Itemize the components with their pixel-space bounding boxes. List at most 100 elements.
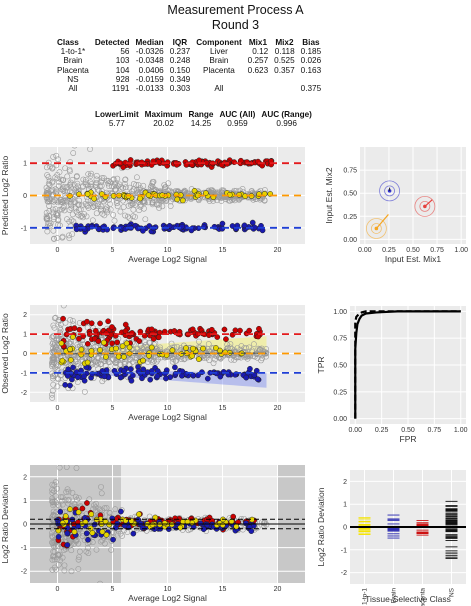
y-tick-label: 0.75 xyxy=(343,168,357,175)
summary-cell: 0.0406 xyxy=(138,65,164,75)
x-tick-label: 1.00 xyxy=(454,427,468,434)
ns-point xyxy=(68,568,75,575)
summary-row: Placenta 104 0.0406 0.150 Placenta 0.623 0.357… xyxy=(54,66,324,75)
class-point xyxy=(59,520,66,526)
class-point xyxy=(55,533,62,540)
class-point xyxy=(197,520,204,527)
ns-point xyxy=(118,183,125,190)
panel-observed: 0 5 10 15 20 -2 -1 0 1 2 Average Log2 Signal Observ… xyxy=(0,305,305,422)
mix-ring xyxy=(365,218,387,239)
ns-point xyxy=(95,186,101,193)
x-tick-label: 5 xyxy=(111,586,115,593)
y-tick-label: 0.75 xyxy=(333,336,347,343)
ns-point xyxy=(53,152,60,159)
ns-point xyxy=(98,179,104,186)
ns-point xyxy=(122,184,129,191)
class-point xyxy=(130,530,137,537)
ns-point xyxy=(67,159,74,165)
class-point xyxy=(106,521,113,528)
class-point xyxy=(148,344,155,351)
class-point xyxy=(118,508,124,515)
ns-point xyxy=(73,465,80,471)
ns-point xyxy=(96,183,103,190)
class-point xyxy=(100,339,107,346)
class-point xyxy=(219,220,226,227)
ns-point xyxy=(217,191,224,198)
ns-point xyxy=(64,216,70,223)
class-point xyxy=(113,345,119,352)
class-point xyxy=(67,506,73,512)
ns-point xyxy=(43,213,50,220)
class-point xyxy=(241,222,248,229)
class-point xyxy=(137,195,143,202)
class-point xyxy=(69,376,75,383)
x-tick-label: 0 xyxy=(56,247,60,254)
ns-point xyxy=(69,231,76,238)
ns-point xyxy=(66,235,73,242)
ns-point xyxy=(56,503,63,510)
x-tick-label: 0.75 xyxy=(430,247,444,254)
ns-point xyxy=(50,154,57,160)
ns-point xyxy=(51,482,58,488)
ns-point xyxy=(103,206,109,213)
ns-point xyxy=(122,212,128,219)
ns-point xyxy=(251,341,257,348)
ns-point xyxy=(89,539,96,546)
class-point xyxy=(156,521,163,528)
ns-point xyxy=(50,354,57,361)
ns-point xyxy=(133,187,140,193)
x-tick-label: 0.25 xyxy=(382,247,396,254)
ns-point xyxy=(85,550,92,557)
ns-point xyxy=(95,201,102,207)
x-tick-label: 15 xyxy=(219,405,227,412)
col-median: Median xyxy=(135,38,164,47)
col-range: Range xyxy=(188,110,214,119)
ns-point xyxy=(49,165,56,172)
ns-point xyxy=(112,181,118,188)
ns-point xyxy=(169,358,176,365)
mix-arrow xyxy=(375,214,389,229)
summary-cell: 1191 xyxy=(111,84,130,94)
y-axis-label: Input Est. Mix2 xyxy=(324,167,334,223)
x-axis-label: Tissue-Selective Class xyxy=(365,594,451,604)
ns-point xyxy=(44,215,51,221)
ns-point xyxy=(218,198,225,204)
ns-point xyxy=(50,216,57,223)
ns-point xyxy=(49,495,56,502)
class-point xyxy=(97,347,103,353)
summary-cell: 0.525 xyxy=(274,56,295,66)
ns-point xyxy=(51,556,58,563)
ns-point xyxy=(80,214,86,221)
class-point xyxy=(95,226,102,232)
class-point xyxy=(67,346,73,353)
class-point xyxy=(223,336,229,343)
x-tick-label: 0.50 xyxy=(406,247,420,254)
y-axis-label: Log2 Ratio Deviation xyxy=(0,484,10,563)
ns-point xyxy=(210,360,217,367)
x-axis-label: Average Log2 Signal xyxy=(128,254,207,264)
x-tick-label: 0.00 xyxy=(348,427,362,434)
class-point xyxy=(155,334,162,341)
summary-cell: 1-to-1* xyxy=(60,47,86,57)
ns-point xyxy=(54,383,61,390)
ns-point xyxy=(45,174,52,180)
ns-point xyxy=(181,355,188,362)
summary-cell: 103 xyxy=(115,56,130,66)
ns-point xyxy=(135,182,142,188)
class-point xyxy=(121,368,127,374)
class-point xyxy=(78,346,85,353)
x-tick-label: 5 xyxy=(111,405,115,412)
val-range: 14.25 xyxy=(190,119,212,129)
limits-header-row: LowerLimit Maximum Range AUC (All) AUC (… xyxy=(92,110,315,119)
class-point xyxy=(64,530,71,537)
class-point xyxy=(248,528,255,534)
ns-point xyxy=(246,351,253,358)
ns-point xyxy=(107,206,114,213)
y-tick-label: 1 xyxy=(23,332,27,339)
class-point xyxy=(58,340,65,347)
ns-point xyxy=(44,172,50,178)
class-point xyxy=(200,224,207,230)
ns-point xyxy=(78,212,85,219)
ns-point xyxy=(67,179,74,186)
class-point xyxy=(88,320,95,327)
